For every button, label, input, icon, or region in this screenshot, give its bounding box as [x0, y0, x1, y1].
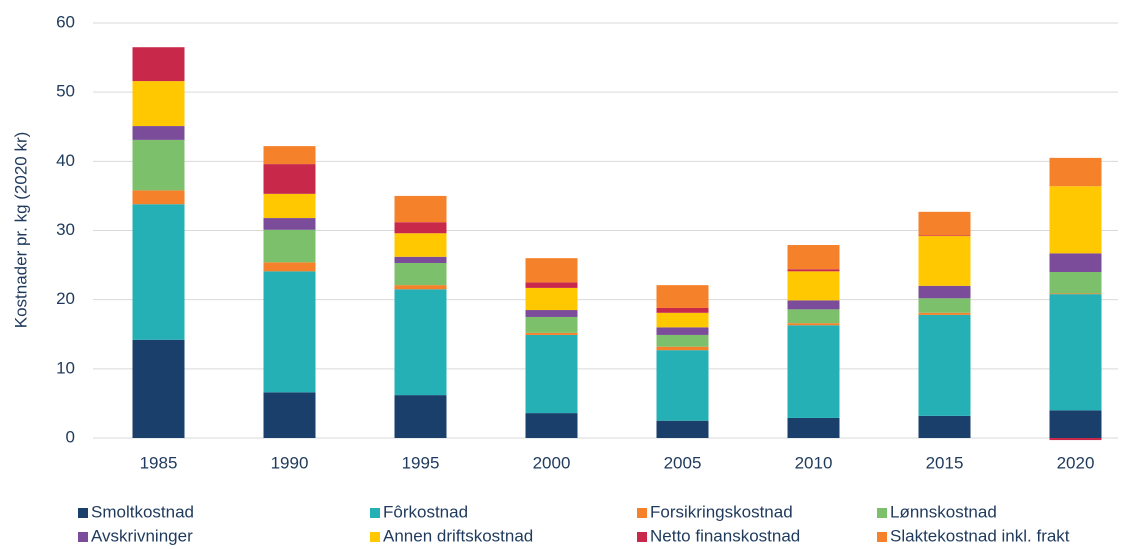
bar-segment — [263, 218, 316, 230]
bar-segment — [263, 146, 316, 165]
y-axis-label: Kostnader pr. kg (2020 kr) — [11, 132, 30, 329]
bar-segment — [263, 229, 316, 263]
x-tick-label: 2010 — [795, 453, 833, 472]
x-tick-label: 1995 — [402, 453, 440, 472]
bar-segment — [263, 262, 316, 272]
bar-segment — [394, 285, 447, 290]
bar-segment — [132, 126, 185, 140]
legend-label: Smoltkostnad — [91, 502, 194, 521]
bar-segment — [1049, 157, 1102, 187]
bar-segment — [394, 233, 447, 257]
bar-segment — [132, 190, 185, 205]
legend-swatch — [877, 508, 887, 518]
legend-label: Avskrivninger — [91, 526, 193, 545]
bar-segment — [656, 327, 709, 335]
bar-segment — [525, 332, 578, 335]
x-tick-label: 2005 — [664, 453, 702, 472]
bar-segment — [656, 307, 709, 313]
legend-label: Slaktekostnad inkl. frakt — [890, 526, 1070, 545]
legend-label: Lønnskostnad — [890, 502, 997, 521]
x-tick-label: 2015 — [926, 453, 964, 472]
bar-segment — [525, 310, 578, 317]
bar-segment — [1049, 293, 1102, 295]
bar-segment — [918, 312, 971, 315]
bar-segment — [1049, 272, 1102, 294]
bar-segment — [525, 413, 578, 438]
bar-segment — [918, 314, 971, 416]
bar-segment — [132, 204, 185, 340]
bar-segment — [656, 420, 709, 438]
bar-segment — [1049, 438, 1102, 441]
legend-label: Fôrkostnad — [383, 502, 468, 521]
bar-segment — [394, 195, 447, 223]
legend-swatch — [637, 508, 647, 518]
bar-segment — [394, 222, 447, 234]
legend-label: Forsikringskostnad — [650, 502, 793, 521]
bar-segment — [394, 395, 447, 438]
bar-segment — [263, 193, 316, 219]
legend-swatch — [78, 508, 88, 518]
bar-segment — [787, 309, 840, 324]
legend-swatch — [78, 532, 88, 542]
legend-label: Netto finanskostnad — [650, 526, 800, 545]
y-tick-label: 50 — [56, 82, 75, 101]
bar-segment — [787, 300, 840, 310]
bar-segment — [1049, 294, 1102, 411]
legend-swatch — [637, 532, 647, 542]
bar-segment — [918, 235, 971, 237]
bar-segment — [394, 256, 447, 264]
bar-segment — [525, 316, 578, 333]
bar-segment — [918, 211, 971, 236]
bar-segment — [787, 269, 840, 272]
legend-swatch — [370, 532, 380, 542]
legend-label: Annen driftskostnad — [383, 526, 533, 545]
y-tick-label: 40 — [56, 151, 75, 170]
x-tick-label: 1990 — [271, 453, 309, 472]
y-tick-label: 30 — [56, 220, 75, 239]
bar-segment — [1049, 410, 1102, 438]
bar-segment — [918, 285, 971, 299]
bar-segment — [656, 312, 709, 328]
bar-segment — [656, 334, 709, 347]
x-tick-label: 1985 — [140, 453, 178, 472]
y-tick-label: 10 — [56, 358, 75, 377]
bar-segment — [656, 285, 709, 308]
bar-segment — [394, 289, 447, 396]
bar-segment — [263, 164, 316, 194]
bar-segment — [656, 346, 709, 351]
legend-swatch — [370, 508, 380, 518]
bar-segment — [787, 323, 840, 326]
bar-segment — [132, 47, 185, 82]
y-tick-label: 0 — [66, 427, 75, 446]
bar-segment — [656, 350, 709, 421]
y-tick-label: 20 — [56, 289, 75, 308]
legend-swatch — [877, 532, 887, 542]
y-tick-label: 60 — [56, 12, 75, 31]
bar-segment — [525, 282, 578, 288]
x-tick-label: 2000 — [533, 453, 571, 472]
bar-segment — [787, 417, 840, 438]
bar-segment — [263, 271, 316, 393]
bar-segment — [1049, 186, 1102, 254]
bar-segment — [525, 334, 578, 414]
bar-segment — [263, 392, 316, 438]
bar-segment — [394, 263, 447, 286]
bar-segment — [132, 339, 185, 438]
bar-segment — [525, 287, 578, 311]
x-tick-label: 2020 — [1057, 453, 1095, 472]
bar-segment — [787, 271, 840, 301]
bar-segment — [918, 415, 971, 438]
bar-segment — [525, 258, 578, 283]
bar-segment — [1049, 253, 1102, 272]
bar-segment — [787, 245, 840, 270]
bar-segment — [918, 236, 971, 286]
bar-segment — [132, 139, 185, 191]
bar-segment — [787, 325, 840, 418]
bar-segment — [918, 298, 971, 313]
bar-segment — [132, 81, 185, 127]
